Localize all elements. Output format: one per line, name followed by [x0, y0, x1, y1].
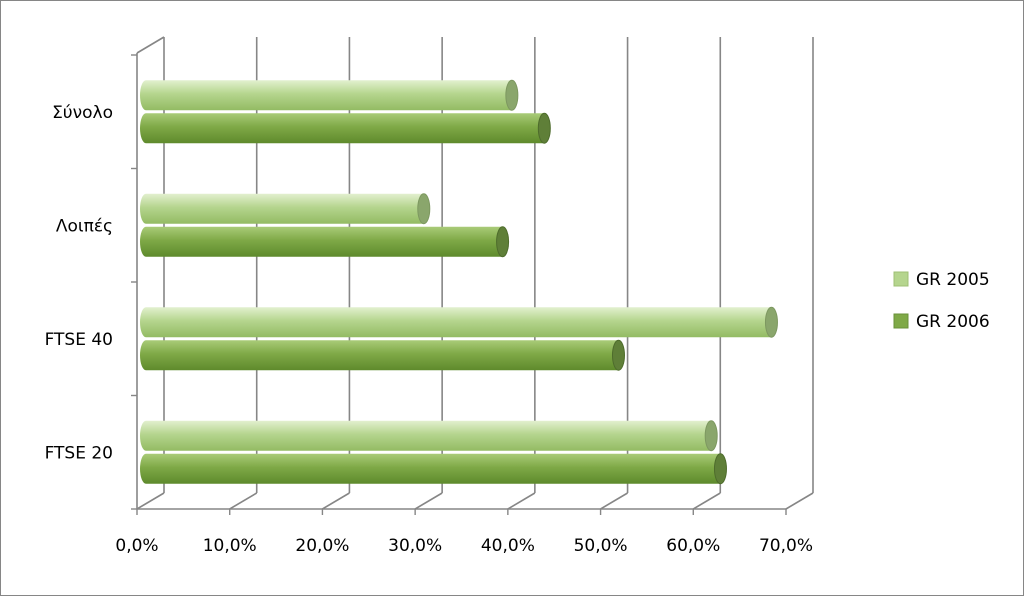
legend-swatch-gr-2006: [893, 313, 909, 329]
bar-body: [140, 80, 518, 111]
bar-gr-2005-λοιπές: [140, 193, 431, 225]
side-wall-top: [136, 36, 165, 54]
bar-gr-2006-ftse-40: [140, 339, 625, 371]
bar-cap: [611, 339, 625, 371]
bar-body: [140, 113, 551, 144]
floor-gridline: [785, 492, 814, 510]
bar-cap: [537, 112, 551, 144]
legend-label-gr-2006: GR 2006: [916, 312, 990, 332]
floor-gridline: [600, 492, 628, 510]
x-tick-label: 10,0%: [203, 536, 257, 556]
bar-cap: [496, 226, 510, 258]
bar-body: [140, 307, 778, 338]
bar-gr-2006-ftse-20: [140, 453, 727, 485]
floor-gridline: [414, 492, 443, 510]
x-tick-label: 40,0%: [481, 536, 535, 556]
bar-cap: [764, 306, 778, 338]
bar-body: [140, 340, 625, 371]
bar-gr-2006-λοιπές: [140, 226, 510, 258]
floor-gridline: [692, 492, 721, 510]
category-label-ftse-40: FTSE 40: [45, 330, 113, 350]
bar-body: [140, 193, 430, 224]
x-tick-label: 20,0%: [295, 536, 349, 556]
x-tick-label: 0,0%: [115, 536, 158, 556]
bar-gr-2005-ftse-20: [140, 420, 718, 452]
category-label-σύνολο: Σύνολο: [52, 103, 113, 123]
bar-cap: [505, 79, 519, 111]
floor-gridline: [136, 492, 165, 510]
bar-cap: [704, 420, 718, 452]
bar-body: [140, 453, 727, 484]
x-tick-label: 30,0%: [388, 536, 442, 556]
x-tick-label: 60,0%: [666, 536, 720, 556]
bar-gr-2005-σύνολο: [140, 79, 519, 111]
bar-cap: [713, 453, 727, 485]
bar-body: [140, 420, 718, 451]
bar-cap: [417, 193, 431, 225]
x-tick-label: 50,0%: [574, 536, 628, 556]
bar-gr-2005-ftse-40: [140, 306, 778, 338]
bar-gr-2006-σύνολο: [140, 112, 551, 144]
legend-label-gr-2005: GR 2005: [916, 270, 990, 290]
x-tick-label: 70,0%: [759, 536, 813, 556]
bar-body: [140, 226, 509, 257]
category-label-λοιπές: Λοιπές: [56, 216, 113, 236]
floor-gridline: [507, 492, 536, 510]
category-label-ftse-20: FTSE 20: [45, 443, 113, 463]
legend-swatch-gr-2005: [893, 271, 909, 287]
floor-gridline: [322, 492, 350, 510]
floor-gridline: [229, 492, 258, 510]
